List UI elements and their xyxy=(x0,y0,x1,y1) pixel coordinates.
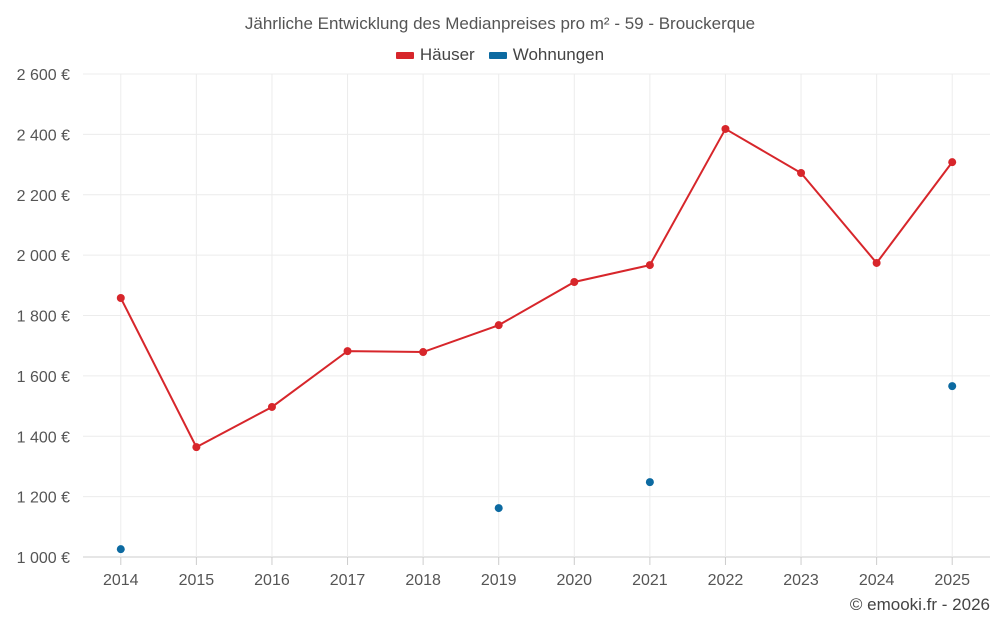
data-point-wohnungen xyxy=(948,382,957,391)
legend: Häuser Wohnungen xyxy=(0,45,1000,65)
legend-item-haeuser[interactable]: Häuser xyxy=(395,45,475,65)
y-tick-label: 1 400 € xyxy=(17,429,70,446)
y-tick-label: 1 000 € xyxy=(17,550,70,567)
y-tick-label: 2 000 € xyxy=(17,248,70,265)
x-tick-label: 2019 xyxy=(481,572,517,589)
legend-item-wohnungen[interactable]: Wohnungen xyxy=(488,45,605,65)
y-tick-label: 1 600 € xyxy=(17,369,70,386)
legend-label-wohnungen: Wohnungen xyxy=(512,45,605,64)
y-tick-label: 1 800 € xyxy=(17,309,70,326)
data-point-haeuser xyxy=(192,443,201,452)
y-tick-label: 2 400 € xyxy=(17,127,70,144)
x-tick-label: 2017 xyxy=(330,572,366,589)
x-tick-label: 2023 xyxy=(783,572,819,589)
data-point-haeuser xyxy=(116,293,125,302)
x-tick-label: 2016 xyxy=(254,572,290,589)
data-point-haeuser xyxy=(948,158,957,167)
data-point-wohnungen xyxy=(645,478,654,487)
x-tick-label: 2024 xyxy=(859,572,895,589)
data-point-haeuser xyxy=(872,258,881,267)
y-tick-label: 2 600 € xyxy=(17,67,70,84)
data-point-haeuser xyxy=(645,261,654,270)
data-point-wohnungen xyxy=(116,545,125,554)
data-point-haeuser xyxy=(570,277,579,286)
y-tick-label: 2 200 € xyxy=(17,188,70,205)
legend-label-haeuser: Häuser xyxy=(419,45,475,64)
chart-title: Jährliche Entwicklung des Medianpreises … xyxy=(244,14,756,33)
x-tick-label: 2021 xyxy=(632,572,668,589)
x-tick-label: 2014 xyxy=(103,572,139,589)
y-tick-label: 1 200 € xyxy=(17,490,70,507)
x-tick-label: 2020 xyxy=(556,572,592,589)
data-point-haeuser xyxy=(343,347,352,356)
data-point-haeuser xyxy=(721,124,730,133)
x-tick-label: 2018 xyxy=(405,572,441,589)
data-point-haeuser xyxy=(267,402,276,411)
data-point-haeuser xyxy=(419,348,428,357)
x-tick-label: 2022 xyxy=(708,572,744,589)
legend-swatch-wohnungen xyxy=(488,51,507,59)
data-point-wohnungen xyxy=(494,504,503,513)
credit-text: © emooki.fr - 2026 xyxy=(849,595,990,614)
data-point-haeuser xyxy=(797,169,806,178)
x-tick-label: 2015 xyxy=(179,572,215,589)
data-point-haeuser xyxy=(494,321,503,330)
legend-swatch-haeuser xyxy=(395,51,414,59)
x-tick-label: 2025 xyxy=(934,572,970,589)
series-line-haeuser xyxy=(119,127,954,449)
